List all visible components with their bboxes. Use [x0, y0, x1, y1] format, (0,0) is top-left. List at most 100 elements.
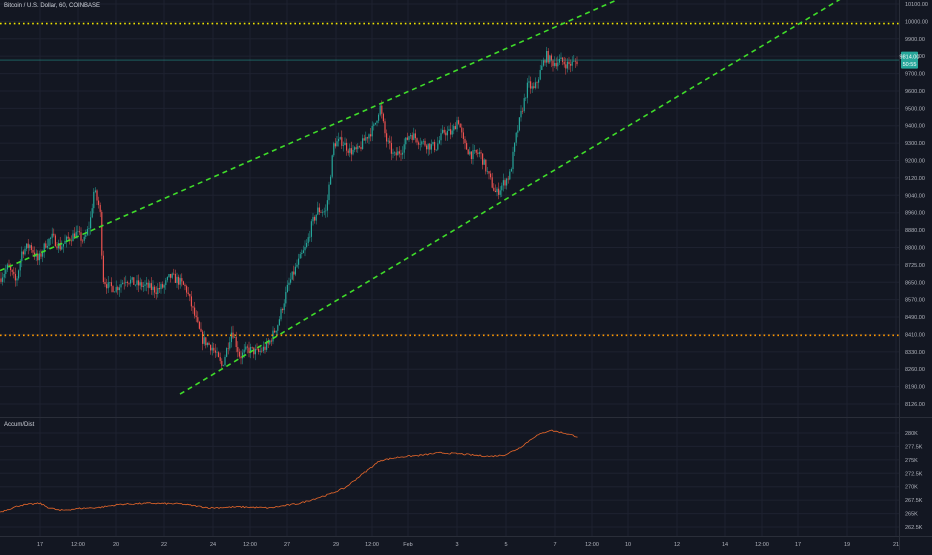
candle-body	[374, 122, 376, 125]
symbol-title[interactable]: Bitcoin / U.S. Dollar, 60, COINBASE	[4, 3, 101, 9]
candle-body	[110, 282, 112, 287]
candle-body	[64, 240, 66, 244]
candle-body	[251, 346, 253, 348]
candle-body	[357, 146, 359, 150]
time-tick-label: 19	[844, 542, 850, 548]
last-price-tag[interactable]: 9814.00 50:55	[900, 51, 920, 69]
candle-body	[536, 82, 538, 83]
candle-body	[576, 61, 578, 65]
candle-body	[411, 135, 413, 140]
candle-body	[328, 184, 330, 201]
candle-body	[16, 278, 18, 281]
candle-body	[51, 233, 53, 238]
candle-body	[314, 216, 316, 221]
candle-body	[322, 212, 324, 213]
time-tick-label: 3	[455, 542, 458, 548]
candle-body	[96, 190, 98, 201]
candle-body	[11, 269, 13, 272]
candle-body	[269, 340, 271, 344]
candle-body	[453, 126, 455, 131]
candle-body	[195, 315, 197, 318]
candle-body	[365, 137, 367, 141]
candle-body	[226, 348, 228, 357]
indicator-label[interactable]: Accum/Dist	[4, 422, 35, 428]
candle-body	[27, 243, 29, 248]
candle-body	[18, 270, 20, 279]
candle-body	[442, 129, 444, 134]
candle-body	[187, 292, 189, 294]
candle-body	[256, 348, 258, 350]
price-tick-label: 10000.00	[905, 19, 928, 25]
time-tick-label: 10	[625, 542, 631, 548]
price-tick-label: 9900.00	[905, 37, 925, 43]
candle-body	[416, 138, 418, 143]
candle-body	[210, 344, 212, 351]
candle-body	[309, 236, 311, 238]
candle-body	[410, 135, 412, 137]
candle-body	[162, 284, 164, 288]
candle-body	[200, 328, 202, 332]
candle-body	[366, 137, 368, 139]
candle-body	[90, 217, 92, 229]
candle-body	[562, 57, 564, 62]
time-tick-label: 20	[113, 542, 119, 548]
candle-body	[74, 233, 76, 239]
candle-body	[555, 63, 557, 67]
candle-body	[67, 236, 69, 239]
candle-body	[152, 286, 154, 290]
candle-body	[499, 190, 501, 195]
candle-body	[403, 144, 405, 153]
candle-body	[230, 332, 232, 343]
candle-body	[488, 171, 490, 174]
candle-body	[394, 152, 396, 154]
horizontal-levels	[0, 22, 899, 337]
candle-body	[512, 151, 514, 170]
price-tick-label: 9500.00	[905, 106, 925, 112]
price-tick-label: 8330.00	[905, 350, 925, 356]
candle-body	[306, 242, 308, 248]
price-tick-label: 9700.00	[905, 72, 925, 78]
candle-body	[42, 252, 44, 257]
price-tick-label: 9300.00	[905, 141, 925, 147]
candle-body	[19, 261, 21, 271]
candle-body	[470, 151, 472, 160]
price-tick-label: 8800.00	[905, 245, 925, 251]
candle-body	[352, 149, 354, 155]
candle-body	[398, 151, 400, 154]
candle-body	[570, 64, 572, 66]
candle-body	[542, 60, 544, 66]
candle-body	[192, 306, 194, 308]
candle-body	[182, 281, 184, 285]
candle-body	[254, 348, 256, 355]
candle-body	[240, 356, 242, 359]
candle-body	[490, 173, 492, 178]
candle-body	[296, 264, 298, 267]
time-tick-label: 12:00	[585, 542, 599, 548]
candle-body	[70, 240, 72, 242]
candle-body	[413, 133, 415, 140]
candle-body	[518, 117, 520, 131]
candle-body	[350, 148, 352, 155]
candle-body	[259, 350, 261, 352]
candle-body	[382, 113, 384, 122]
candle-body	[142, 285, 144, 287]
candle-body	[202, 331, 204, 344]
candle-body	[325, 210, 327, 212]
time-tick-label: 14	[722, 542, 728, 548]
candle-body	[198, 321, 200, 329]
time-tick-label: 17	[37, 542, 43, 548]
price-tick-label: 9200.00	[905, 159, 925, 165]
candle-body	[171, 273, 173, 278]
candle-body	[82, 240, 84, 242]
candle-body	[194, 307, 196, 316]
candle-body	[378, 114, 380, 121]
candle-body	[405, 137, 407, 145]
candle-body	[354, 147, 356, 150]
candle-body	[341, 137, 343, 146]
candle-body	[179, 278, 181, 285]
candle-body	[141, 282, 143, 287]
candle-body	[445, 132, 447, 136]
candle-body	[418, 142, 420, 145]
